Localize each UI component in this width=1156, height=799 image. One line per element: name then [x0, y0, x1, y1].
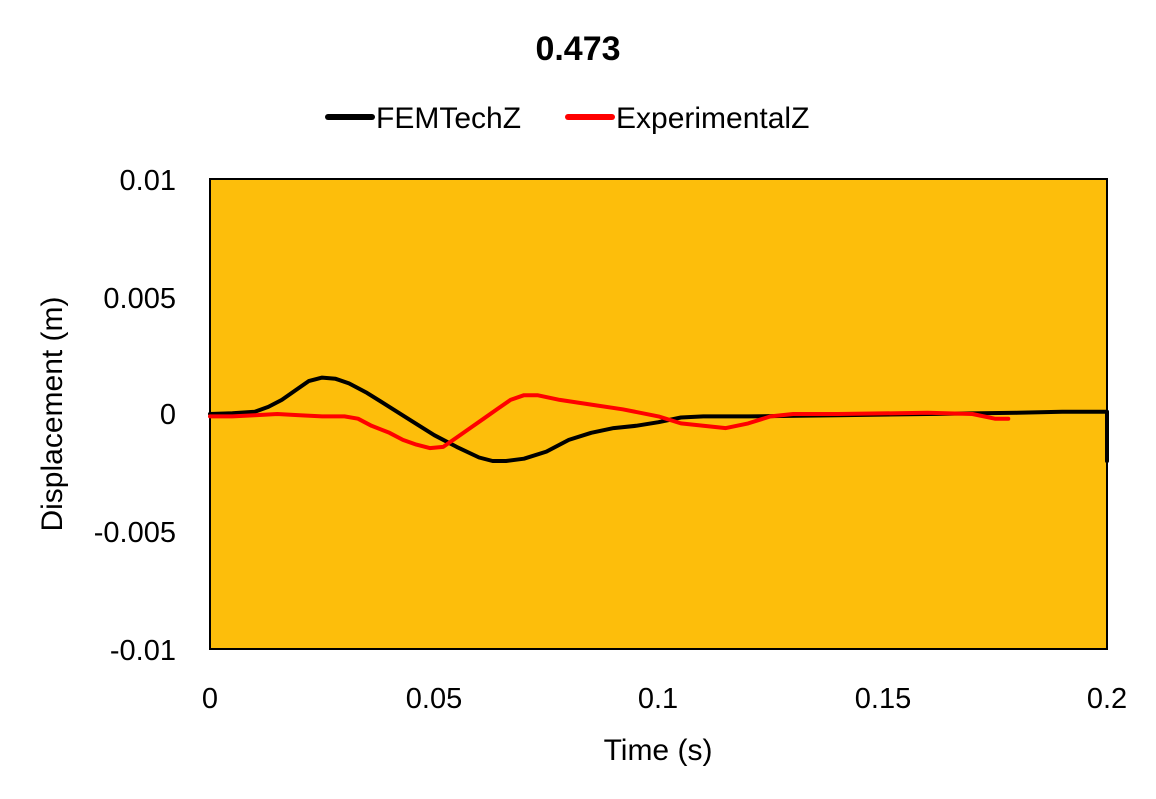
x-tick-label: 0 [202, 683, 218, 715]
x-axis-label: Time (s) [604, 734, 713, 767]
y-axis-label: Displacement (m) [36, 296, 69, 531]
legend: FEMTechZ ExperimentalZ [325, 102, 809, 135]
y-tick-label: 0.01 [120, 165, 176, 197]
y-tick-label: 0 [160, 399, 176, 431]
y-tick-label: -0.005 [94, 517, 176, 549]
legend-label-experimentalz: ExperimentalZ [616, 102, 809, 135]
legend-label-femtechz: FEMTechZ [376, 102, 521, 135]
x-tick-label: 0.1 [638, 683, 678, 715]
x-tick-label: 0.05 [406, 683, 462, 715]
y-tick-label: 0.005 [103, 283, 176, 315]
chart-title: 0.473 [535, 30, 620, 68]
series-line-experimentalz [208, 393, 1011, 451]
y-tick-label: -0.01 [110, 635, 176, 667]
x-axis-tick-labels: 0 0.05 0.1 0.15 0.2 [202, 683, 1127, 715]
x-tick-label: 0.15 [855, 683, 911, 715]
series-lines [208, 375, 1109, 463]
y-axis-tick-labels: 0.01 0.005 0 -0.005 -0.01 [94, 165, 176, 667]
x-tick-label: 0.2 [1087, 683, 1127, 715]
